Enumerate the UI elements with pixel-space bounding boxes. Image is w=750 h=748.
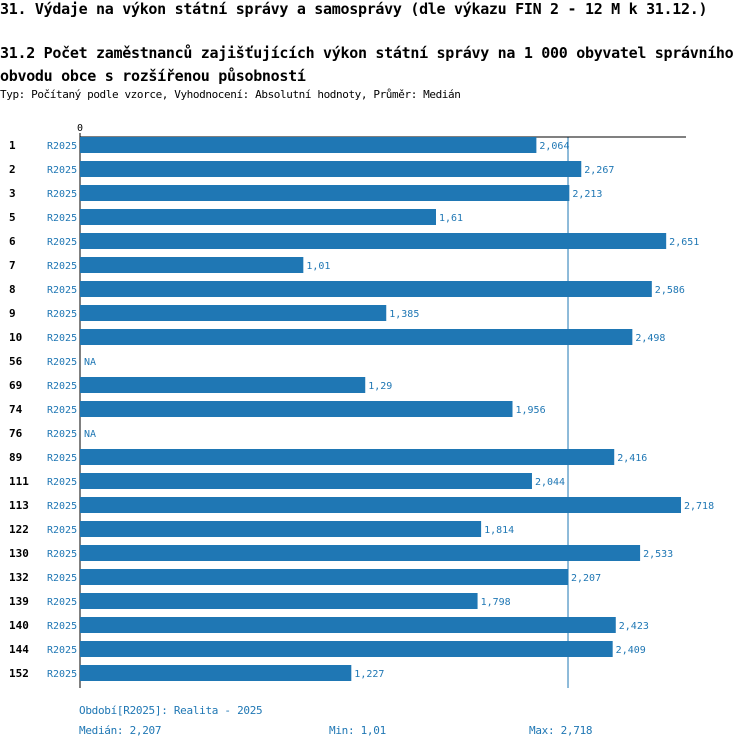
category-label: 1: [9, 139, 16, 152]
category-label: 152: [9, 667, 29, 680]
series-label: R2025: [47, 597, 77, 608]
series-label: R2025: [47, 285, 77, 296]
bar: [80, 473, 532, 489]
bar: [80, 545, 641, 561]
bar: [80, 617, 616, 633]
series-label: R2025: [47, 333, 77, 344]
bar: [80, 521, 482, 537]
bar: [80, 257, 304, 273]
series-label: R2025: [47, 453, 77, 464]
category-label: 74: [9, 403, 23, 416]
series-label: R2025: [47, 429, 77, 440]
value-label: 1,956: [516, 405, 546, 416]
category-label: 10: [9, 331, 22, 344]
series-label: R2025: [47, 357, 77, 368]
bar: [80, 401, 513, 417]
value-label: 2,651: [669, 237, 699, 248]
series-label: R2025: [47, 165, 77, 176]
bar: [80, 305, 387, 321]
bar: [80, 377, 366, 393]
value-label: 2,718: [684, 501, 714, 512]
series-label: R2025: [47, 549, 77, 560]
series-label: R2025: [47, 309, 77, 320]
category-label: 9: [9, 307, 16, 320]
category-label: 132: [9, 571, 29, 584]
value-label: 1,61: [439, 213, 463, 224]
bar: [80, 497, 681, 513]
category-label: 7: [9, 259, 16, 272]
series-label: R2025: [47, 501, 77, 512]
bar: [80, 329, 633, 345]
value-label: 2,423: [619, 621, 649, 632]
value-label: 1,814: [484, 525, 514, 536]
value-label: 2,498: [635, 333, 665, 344]
max-summary: Max: 2,718: [529, 724, 593, 737]
median-summary: Medián: 2,207: [79, 724, 162, 737]
category-label: 140: [9, 619, 29, 632]
bar: [80, 185, 570, 201]
series-label: R2025: [47, 213, 77, 224]
value-label: NA: [84, 357, 96, 368]
value-label: 1,227: [354, 669, 384, 680]
series-label: R2025: [47, 573, 77, 584]
value-label: 1,29: [368, 381, 392, 392]
bar: [80, 593, 478, 609]
series-label: R2025: [47, 525, 77, 536]
series-label: R2025: [47, 237, 77, 248]
value-label: 2,064: [539, 141, 569, 152]
bar: [80, 641, 613, 657]
category-label: 76: [9, 427, 23, 440]
value-label: 2,533: [643, 549, 673, 560]
chart-title: 31.2 Počet zaměstnanců zajišťujících výk…: [0, 44, 734, 85]
series-label: R2025: [47, 621, 77, 632]
value-label: 2,207: [571, 573, 601, 584]
page-title: 31. Výdaje na výkon státní správy a samo…: [0, 0, 708, 18]
bar: [80, 209, 437, 225]
bar: [80, 161, 582, 177]
chart-type-description: Typ: Počítaný podle vzorce, Vyhodnocení:…: [0, 88, 461, 101]
value-label: 2,267: [584, 165, 614, 176]
bar: [80, 233, 667, 249]
value-label: 2,586: [655, 285, 685, 296]
value-label: 2,416: [617, 453, 647, 464]
value-label: 1,01: [306, 261, 330, 272]
value-label: 2,044: [535, 477, 565, 488]
category-label: 139: [9, 595, 29, 608]
value-label: 2,409: [616, 645, 646, 656]
value-label: NA: [84, 429, 96, 440]
bar: [80, 569, 569, 585]
period-legend: Období[R2025]: Realita - 2025: [79, 704, 263, 717]
series-label: R2025: [47, 645, 77, 656]
bar: [80, 665, 352, 681]
category-label: 56: [9, 355, 23, 368]
bar: [80, 449, 615, 465]
category-label: 122: [9, 523, 29, 536]
category-label: 130: [9, 547, 29, 560]
min-summary: Min: 1,01: [329, 724, 386, 737]
category-label: 111: [9, 475, 29, 488]
category-label: 89: [9, 451, 22, 464]
category-label: 69: [9, 379, 22, 392]
category-label: 6: [9, 235, 16, 248]
category-label: 5: [9, 211, 16, 224]
bar: [80, 281, 652, 297]
series-label: R2025: [47, 477, 77, 488]
series-label: R2025: [47, 141, 77, 152]
category-label: 2: [9, 163, 16, 176]
bar: [80, 137, 537, 153]
value-label: 1,798: [481, 597, 511, 608]
value-label: 1,385: [389, 309, 419, 320]
series-label: R2025: [47, 189, 77, 200]
series-label: R2025: [47, 405, 77, 416]
x-axis-zero-label: 0: [77, 123, 83, 134]
category-label: 144: [9, 643, 29, 656]
series-label: R2025: [47, 381, 77, 392]
series-label: R2025: [47, 669, 77, 680]
series-label: R2025: [47, 261, 77, 272]
category-label: 113: [9, 499, 29, 512]
category-label: 3: [9, 187, 16, 200]
category-label: 8: [9, 283, 16, 296]
value-label: 2,213: [572, 189, 602, 200]
